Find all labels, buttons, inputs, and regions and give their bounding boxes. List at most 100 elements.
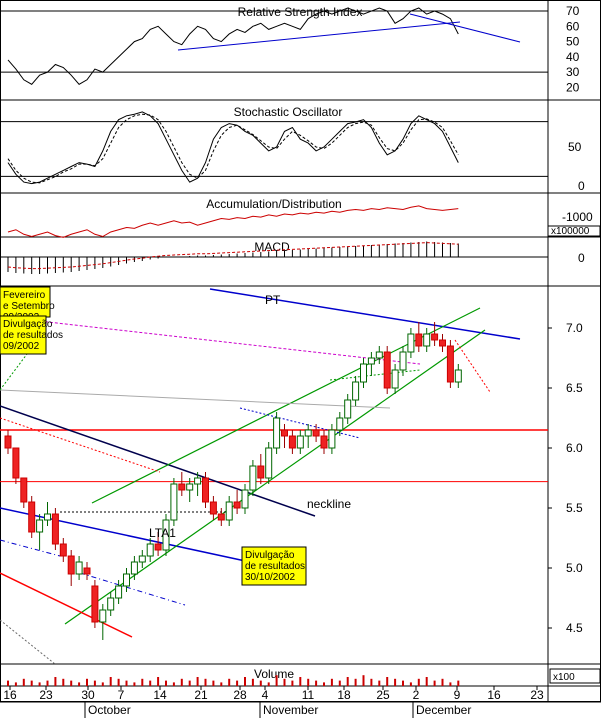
candle-body xyxy=(99,609,107,623)
candle-body xyxy=(91,585,99,623)
axes: 16 23 30 7 14 21 28 4 11 18 25 2 9 16 23 October Novembe… xyxy=(3,686,544,718)
candle-body xyxy=(107,597,115,611)
volume-panel: Volume x100 xyxy=(7,667,601,686)
month-label: November xyxy=(263,703,318,717)
candle-body xyxy=(288,435,296,449)
candle-body xyxy=(328,429,336,449)
month-label: October xyxy=(88,703,131,717)
x-tick-label: 25 xyxy=(376,688,390,702)
macd-tick-label: 0 xyxy=(578,251,585,265)
lta1-label: LTA1 xyxy=(149,526,176,540)
price-tick-label: 7.0 xyxy=(566,321,583,335)
rsi-tick-label: 20 xyxy=(566,80,580,94)
x-tick-label: 30 xyxy=(81,688,95,702)
price-tick-label: 6.0 xyxy=(566,441,583,455)
candle-body xyxy=(304,429,312,437)
annotation-box-top1-line2: e Setembro xyxy=(3,301,55,312)
candle-body xyxy=(4,435,12,449)
stochastic-panel: Stochastic Oscillator 50 0 xyxy=(0,105,585,193)
rsi-trendline xyxy=(177,21,461,51)
candle-body xyxy=(115,585,123,599)
rsi-trendline xyxy=(409,13,521,43)
x-tick-label: 9 xyxy=(454,688,461,702)
channel-lower xyxy=(64,329,486,625)
accdist-title: Accumulation/Distribution xyxy=(206,197,341,211)
annotation-box-mid-line3: 30/10/2002 xyxy=(245,572,295,583)
candle-body xyxy=(265,447,273,479)
candle-body xyxy=(83,567,91,575)
candle-body xyxy=(273,417,281,449)
blue-dotted-line xyxy=(239,407,361,439)
candle-body xyxy=(257,465,265,479)
candle-body xyxy=(36,519,44,533)
annotation-box-mid-line1: Divulgação xyxy=(245,550,295,561)
x-tick-label: 16 xyxy=(487,688,501,702)
candle-body xyxy=(431,333,439,341)
candle-body xyxy=(123,573,130,587)
candle-body xyxy=(241,489,249,509)
candle-body xyxy=(391,369,399,389)
price-panel: 7.0 6.5 6.0 5.5 5.0 4.5 PT neckline LTA1 Divulgaç… xyxy=(0,286,583,665)
x-tick-label: 28 xyxy=(233,688,247,702)
candle-body xyxy=(51,513,59,545)
candle-body xyxy=(439,339,446,347)
volume-multiplier-box xyxy=(549,668,601,684)
x-tick-label: 7 xyxy=(118,688,125,702)
green-dotted-line xyxy=(0,349,31,391)
candle-body xyxy=(178,483,186,491)
candle-body xyxy=(225,501,233,521)
candle-body xyxy=(146,543,154,557)
rsi-tick-label: 30 xyxy=(566,65,580,79)
x-tick-label: 11 xyxy=(302,688,315,702)
candle-body xyxy=(423,333,431,347)
annotation-box-top1 xyxy=(0,286,51,318)
month-label: December xyxy=(416,703,471,717)
stoch-tick-label: 50 xyxy=(568,140,582,154)
candle-body xyxy=(12,447,20,479)
candle-body xyxy=(202,477,209,503)
candle-body xyxy=(75,561,83,575)
candle-body xyxy=(194,477,202,485)
rsi-tick-label: 50 xyxy=(566,35,580,49)
red-dotted-line xyxy=(454,339,491,393)
candle-body xyxy=(446,345,454,383)
volume-multiplier: x100 xyxy=(553,672,575,683)
accdist-line xyxy=(7,205,459,238)
magenta-dashed-line xyxy=(29,319,421,365)
candle-body xyxy=(154,543,162,551)
blue-support-line xyxy=(0,507,251,563)
macd-signal-line xyxy=(7,242,459,270)
accdist-panel: Accumulation/Distribution -1000 x100000 xyxy=(7,197,601,238)
candle-body xyxy=(67,555,75,575)
pt-line xyxy=(209,288,521,340)
candle-body xyxy=(28,501,36,533)
annotation-box-top2 xyxy=(0,315,47,355)
candle-body xyxy=(399,351,407,371)
candle-body xyxy=(336,417,344,431)
annotation-box-top2-line3: 09/2002 xyxy=(3,341,40,352)
price-tick-label: 5.0 xyxy=(566,561,583,575)
candle-body xyxy=(170,483,178,521)
annotation-box-top2-line1: Divulgação xyxy=(3,319,53,330)
rsi-tick-label: 40 xyxy=(566,50,580,64)
price-tick-label: 5.5 xyxy=(566,501,583,515)
rsi-tick-label: 60 xyxy=(566,19,580,33)
candle-body xyxy=(217,513,225,521)
green-dotted-line xyxy=(329,369,421,381)
down-trendline xyxy=(0,572,133,638)
accdist-tick-label: -1000 xyxy=(562,210,593,224)
candle-body xyxy=(59,543,67,557)
candle-body xyxy=(312,429,320,437)
rsi-line xyxy=(7,7,459,86)
candle-body xyxy=(162,519,170,551)
candle-body xyxy=(20,477,28,503)
neckline-label: neckline xyxy=(307,497,351,511)
panel-frames xyxy=(0,0,601,703)
candle-body xyxy=(44,513,51,521)
candle-body xyxy=(281,429,288,437)
candle-body xyxy=(296,435,304,449)
rsi-title: Relative Strength Index xyxy=(238,5,363,19)
x-tick-label: 23 xyxy=(39,688,53,702)
candle-body xyxy=(454,369,462,383)
